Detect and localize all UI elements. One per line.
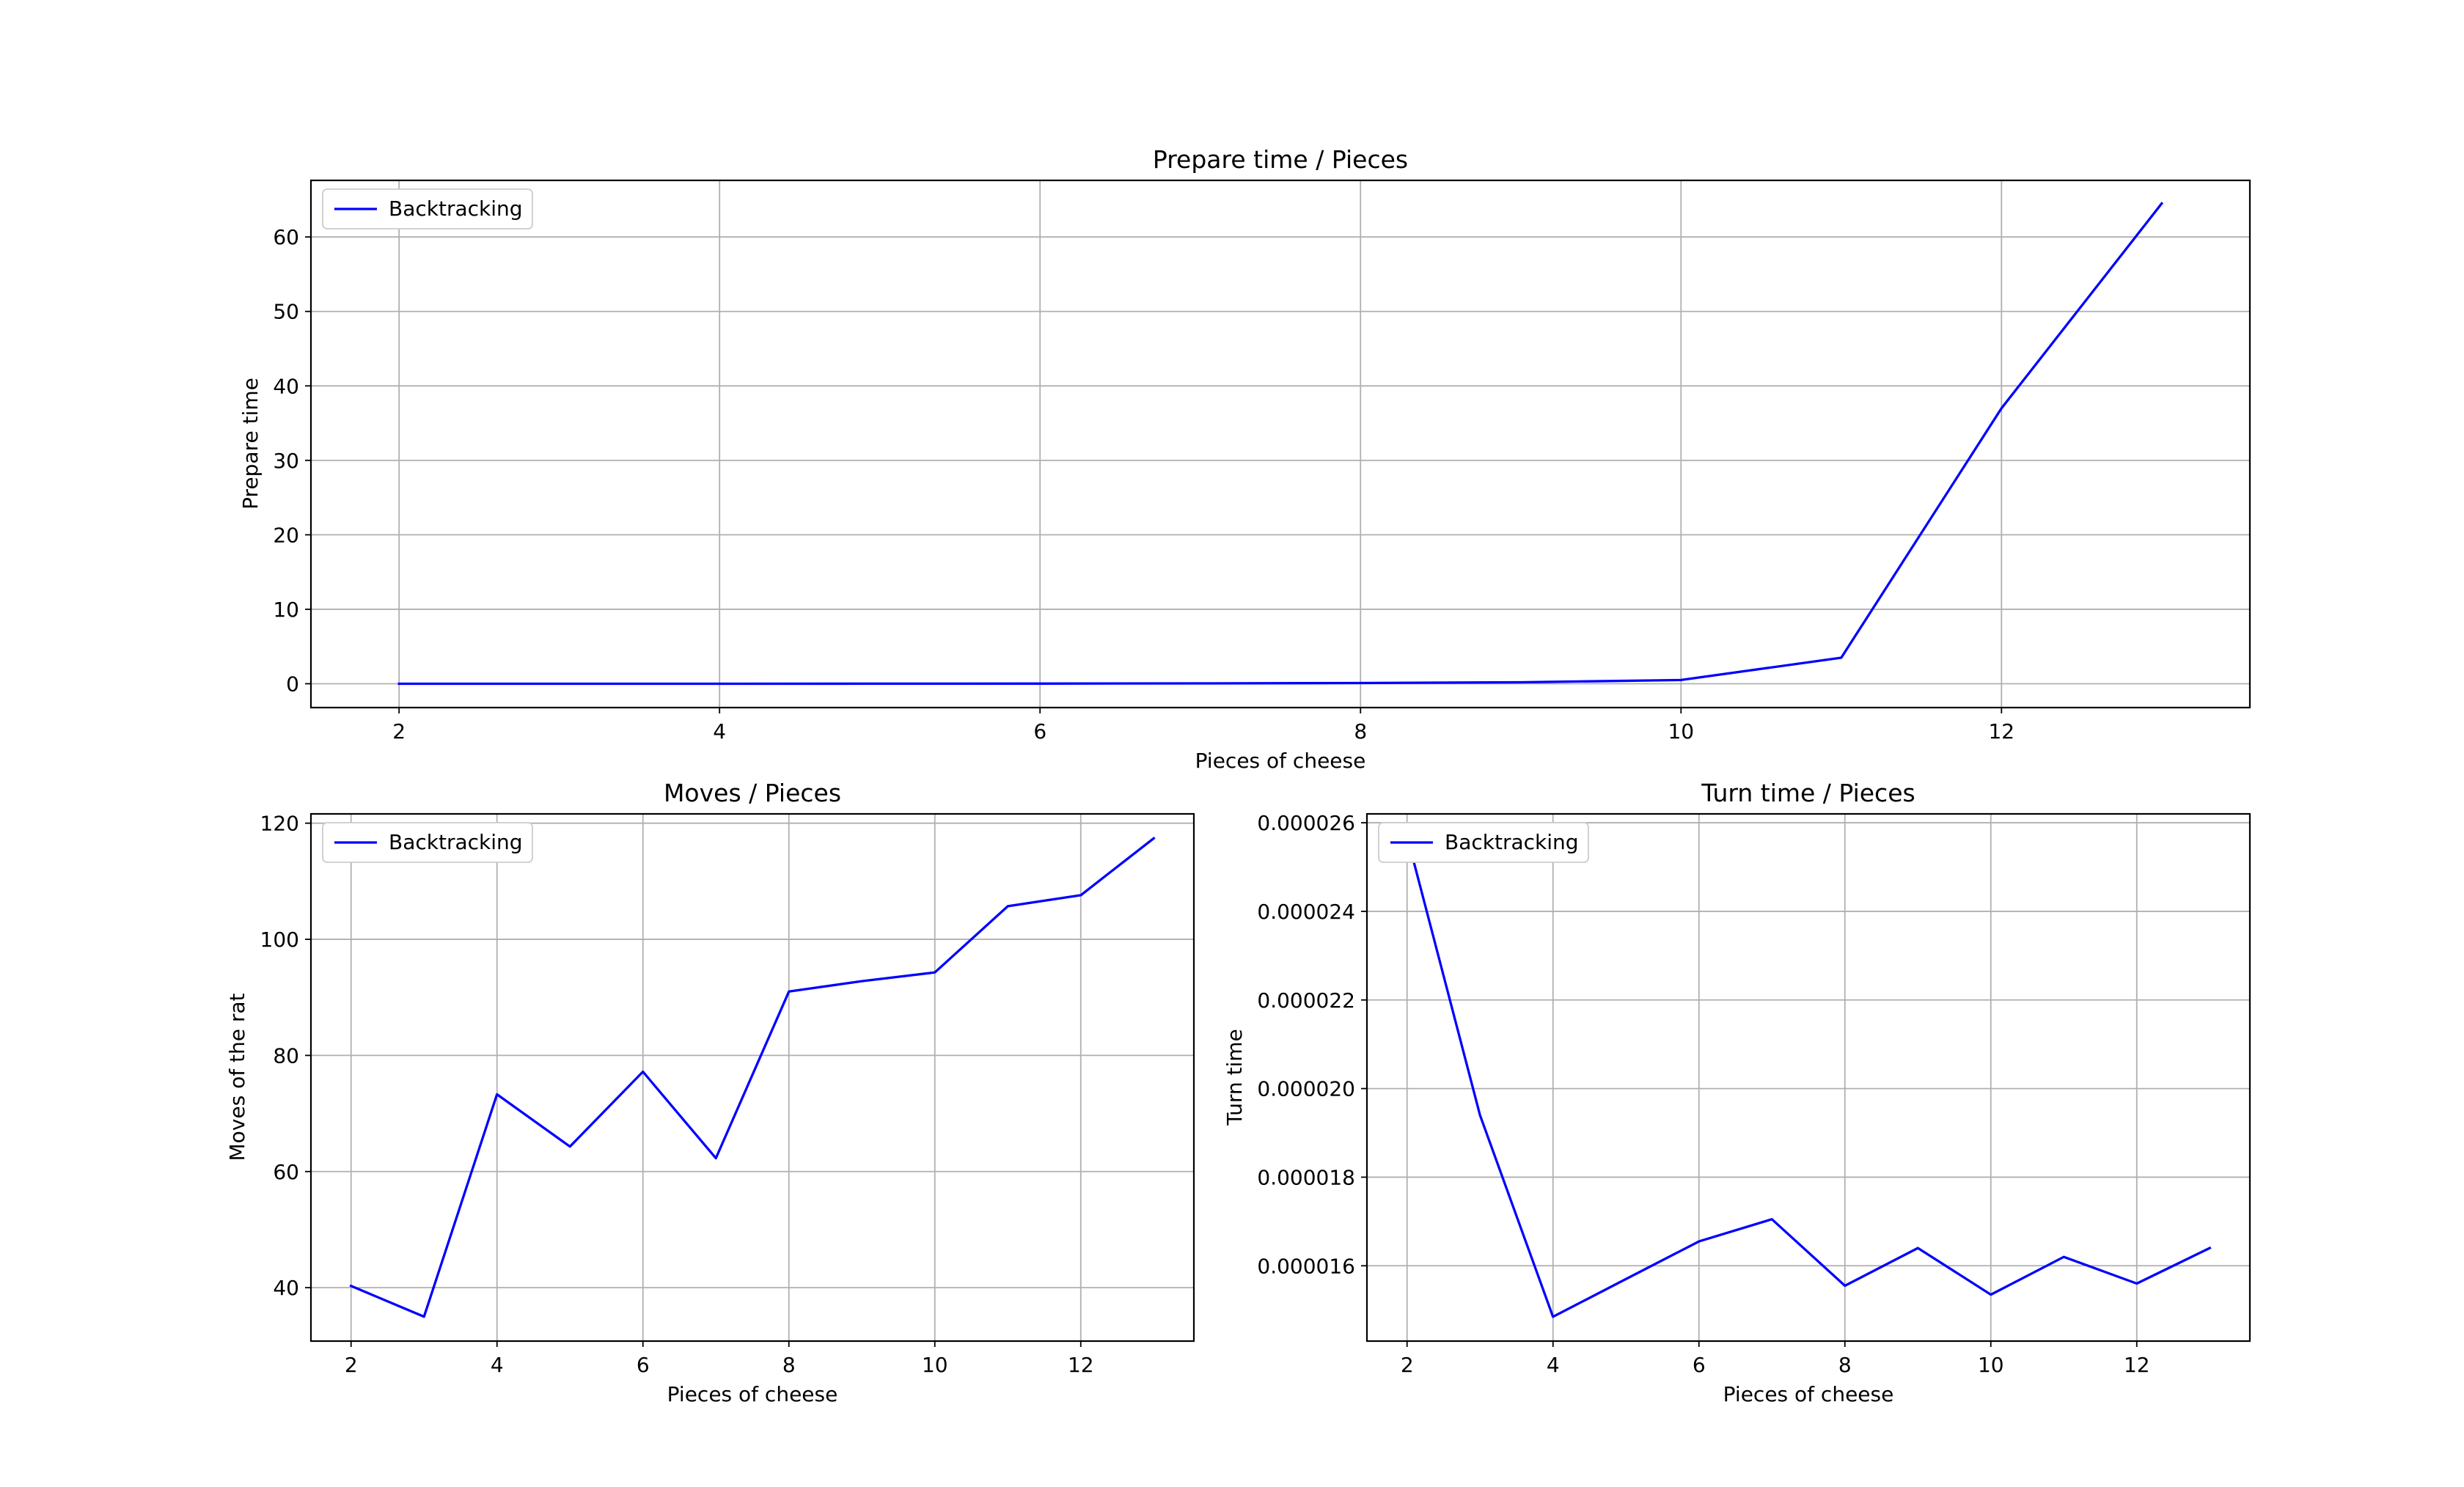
x-tick-label: 6 [637, 1353, 650, 1377]
x-axis-label: Pieces of cheese [1195, 749, 1366, 773]
series-line-backtracking [349, 836, 1156, 1318]
y-tick-label: 0.000024 [1257, 900, 1355, 924]
y-tick-label: 80 [273, 1043, 299, 1068]
legend-box [322, 188, 533, 230]
axes-frame [309, 179, 2251, 709]
plot-area [311, 180, 2250, 708]
legend-box [1378, 822, 1589, 863]
series-lines [349, 836, 1156, 1318]
x-axis-label: Pieces of cheese [1723, 1382, 1894, 1406]
y-axis-label: Moves of the rat [225, 994, 249, 1161]
x-tick-label: 4 [1547, 1353, 1560, 1377]
y-tick-label: 10 [273, 598, 299, 622]
x-tick-label: 8 [1838, 1353, 1852, 1377]
x-tick-label: 12 [1988, 719, 2014, 744]
y-tick-label: 40 [273, 1276, 299, 1300]
series-lines [397, 202, 2164, 686]
x-tick-label: 2 [1401, 1353, 1414, 1377]
x-tick-label: 8 [782, 1353, 796, 1377]
y-tick-label: 120 [260, 812, 299, 836]
axis-ticks: 2 4 6 8 10 12 0.000016 0.000018 0.000020 0.000022… [1257, 811, 2149, 1377]
legend-entry: Backtracking [389, 197, 523, 221]
x-tick-label: 2 [345, 1353, 358, 1377]
chart-title: Prepare time / Pieces [1153, 145, 1408, 174]
y-tick-label: 0.000026 [1257, 811, 1355, 835]
x-tick-label: 4 [713, 719, 726, 744]
y-tick-label: 20 [273, 523, 299, 547]
chart-title: Moves / Pieces [664, 779, 841, 807]
gridlines [311, 814, 1194, 1341]
x-tick-label: 2 [392, 719, 406, 744]
x-tick-label: 6 [1693, 1353, 1706, 1377]
legend: Backtracking [1378, 822, 1589, 863]
series-line-backtracking [1405, 834, 2212, 1318]
y-tick-label: 100 [260, 928, 299, 952]
x-axis-label: Pieces of cheese [667, 1382, 838, 1406]
plot-area [1367, 814, 2250, 1341]
y-axis-label: Turn time [1222, 1029, 1247, 1126]
moves-subplot: 2 4 6 8 10 12 40 60 80 100 120 Backtracking Moves … [225, 779, 1195, 1406]
legend-entry: Backtracking [1445, 830, 1579, 854]
x-tick-label: 4 [491, 1353, 504, 1377]
axis-ticks: 2 4 6 8 10 12 40 60 80 100 120 [260, 812, 1094, 1377]
turn-time-subplot: 2 4 6 8 10 12 0.000016 0.000018 0.000020 0.000022… [1222, 779, 2251, 1406]
prepare-time-subplot: 2 4 6 8 10 12 0 10 20 30 40 50 60 Backtracking Prepa… [238, 145, 2251, 773]
legend-box [322, 822, 533, 863]
legend: Backtracking [322, 822, 533, 863]
y-tick-label: 50 [273, 300, 299, 324]
y-tick-label: 0 [286, 672, 299, 697]
x-tick-label: 8 [1354, 719, 1367, 744]
x-tick-label: 12 [2124, 1353, 2150, 1377]
y-tick-label: 0.000018 [1257, 1165, 1355, 1189]
x-tick-label: 10 [1978, 1353, 2004, 1377]
axes-frame [309, 812, 1195, 1343]
y-tick-label: 0.000020 [1257, 1077, 1355, 1101]
axis-ticks: 2 4 6 8 10 12 0 10 20 30 40 50 60 [273, 225, 2014, 744]
y-axis-label: Prepare time [238, 378, 263, 510]
axes-frame [1365, 812, 2251, 1343]
y-tick-label: 0.000016 [1257, 1254, 1355, 1278]
y-tick-label: 60 [273, 1160, 299, 1184]
legend: Backtracking [322, 188, 533, 230]
x-tick-label: 10 [1668, 719, 1694, 744]
x-tick-label: 12 [1068, 1353, 1094, 1377]
y-tick-label: 60 [273, 225, 299, 249]
x-tick-label: 10 [922, 1353, 948, 1377]
y-tick-label: 0.000022 [1257, 988, 1355, 1013]
series-line-backtracking [397, 202, 2164, 686]
y-tick-label: 30 [273, 449, 299, 473]
chart-title: Turn time / Pieces [1701, 779, 1915, 807]
legend-entry: Backtracking [389, 830, 523, 854]
y-tick-label: 40 [273, 374, 299, 398]
series-lines [1405, 834, 2212, 1318]
gridlines [311, 180, 2250, 708]
x-tick-label: 6 [1033, 719, 1046, 744]
